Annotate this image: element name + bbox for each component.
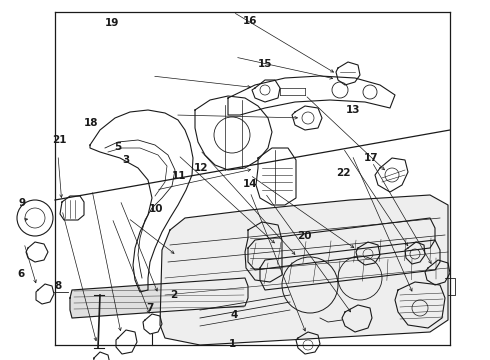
Text: 8: 8 xyxy=(54,281,61,291)
Text: 12: 12 xyxy=(194,163,208,174)
Text: 19: 19 xyxy=(104,18,119,28)
Text: 17: 17 xyxy=(364,153,379,163)
Text: 10: 10 xyxy=(148,204,163,214)
Polygon shape xyxy=(160,195,448,345)
Text: 15: 15 xyxy=(257,59,272,69)
Text: 16: 16 xyxy=(243,16,257,26)
Text: 9: 9 xyxy=(19,198,26,208)
Text: 6: 6 xyxy=(17,269,24,279)
Text: 20: 20 xyxy=(297,231,312,241)
Text: 22: 22 xyxy=(336,168,350,178)
Text: 7: 7 xyxy=(146,303,153,313)
Text: 13: 13 xyxy=(345,105,360,115)
Text: 3: 3 xyxy=(123,155,130,165)
Text: 2: 2 xyxy=(171,290,177,300)
Text: 21: 21 xyxy=(52,135,67,145)
Polygon shape xyxy=(260,240,440,290)
Text: 1: 1 xyxy=(229,339,236,349)
Polygon shape xyxy=(70,278,248,318)
Text: 11: 11 xyxy=(172,171,186,181)
Text: 4: 4 xyxy=(230,310,238,320)
Text: 5: 5 xyxy=(114,142,121,152)
Polygon shape xyxy=(248,218,435,270)
Text: 14: 14 xyxy=(243,179,257,189)
Text: 18: 18 xyxy=(83,118,98,128)
